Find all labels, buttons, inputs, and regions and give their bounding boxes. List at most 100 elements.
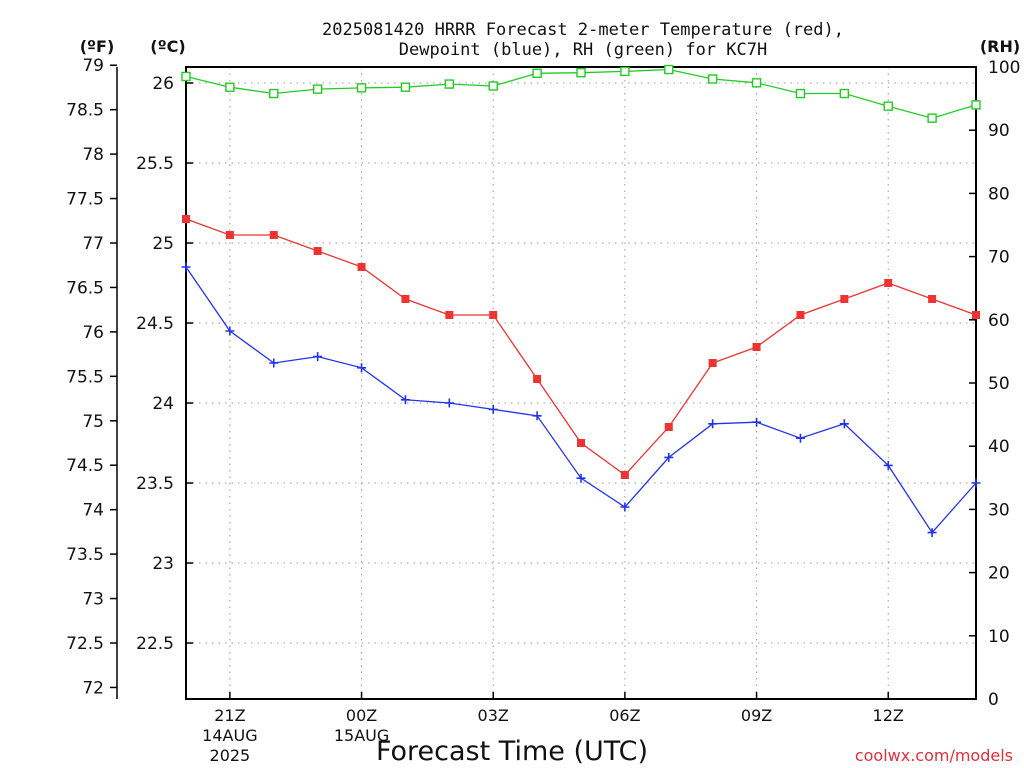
fahrenheit-tick-label: 77.5	[66, 190, 104, 210]
temperature-point	[708, 359, 717, 367]
dewpoint-point	[927, 528, 937, 538]
rh-tick-label: 30	[988, 500, 1010, 520]
fahrenheit-tick-label: 73.5	[66, 545, 104, 565]
fahrenheit-tick-label: 77	[82, 234, 104, 254]
dewpoint-point	[357, 363, 367, 373]
fahrenheit-tick-label: 75.5	[66, 367, 104, 387]
plot-frame	[185, 66, 977, 700]
dewpoint-point	[181, 262, 191, 272]
temperature-point	[577, 439, 585, 447]
rh-tick-label: 100	[988, 58, 1020, 78]
rh-tick-label: 0	[988, 690, 999, 710]
rh-point	[883, 101, 893, 111]
fahrenheit-tick-label: 79	[82, 56, 104, 76]
rh-point	[400, 82, 411, 92]
dewpoint-point	[708, 419, 718, 429]
rh-tick-label: 90	[988, 121, 1010, 141]
fahrenheit-unit-label: (ºF)	[80, 37, 115, 56]
dewpoint-point	[971, 478, 981, 488]
temperature-point	[840, 295, 849, 303]
temperature-point	[313, 247, 322, 255]
rh-tick-label: 20	[988, 564, 1010, 584]
celsius-unit-label: (ºC)	[150, 37, 185, 56]
x-tick-label: 03Z	[478, 706, 509, 725]
temperature-point	[796, 311, 805, 319]
dewpoint-point	[839, 419, 849, 429]
dewpoint-point	[269, 358, 279, 368]
celsius-tick-label: 24	[152, 394, 174, 414]
dewpoint-point	[664, 452, 674, 462]
grid-lines	[186, 67, 976, 699]
rh-point	[488, 81, 498, 91]
x-tick-label: 00Z	[346, 706, 377, 725]
rh-point	[927, 113, 937, 123]
celsius-tick-label: 26	[152, 74, 174, 94]
chart-title-line2: Dewpoint (blue), RH (green) for KC7H	[399, 40, 767, 60]
fahrenheit-tick-label: 78	[82, 145, 104, 165]
rh-tick-label: 10	[988, 627, 1010, 647]
rh-point	[225, 82, 235, 92]
rh-point	[795, 88, 806, 99]
temperature-point	[269, 231, 278, 239]
fahrenheit-tick-label: 78.5	[66, 101, 104, 121]
fahrenheit-tick-label: 74.5	[66, 456, 104, 476]
fahrenheit-tick-label: 75	[82, 412, 104, 432]
rh-point	[839, 88, 850, 99]
temperature-point	[928, 295, 937, 303]
dewpoint-point	[795, 433, 805, 443]
rh-point	[971, 100, 981, 110]
rh-point	[312, 84, 323, 94]
dewpoint-point	[400, 395, 410, 405]
chart-title-line1: 2025081420 HRRR Forecast 2-meter Tempera…	[322, 20, 844, 40]
rh-unit-label: (RH)	[980, 37, 1020, 56]
dewpoint-point	[576, 473, 586, 483]
rh-point	[444, 79, 455, 89]
rh-tick-label: 50	[988, 374, 1010, 394]
source-credit: coolwx.com/models	[855, 746, 1013, 765]
rh-tick-label: 80	[988, 184, 1010, 204]
rh-point	[707, 74, 718, 84]
dewpoint-point	[620, 502, 630, 512]
temperature-point	[972, 311, 980, 319]
celsius-tick-label: 25	[152, 234, 174, 254]
temperature-point	[752, 343, 761, 351]
rh-point	[532, 68, 542, 79]
x-tick-year-label: 2025	[210, 746, 251, 765]
celsius-tick-label: 24.5	[136, 314, 174, 334]
temperature-point	[445, 311, 454, 319]
temperature-point	[401, 295, 410, 303]
fahrenheit-tick-label: 73	[82, 590, 104, 610]
rh-point	[356, 83, 367, 93]
rh-point	[751, 78, 762, 88]
celsius-tick-label: 22.5	[136, 634, 174, 654]
x-tick-date-label: 15AUG	[334, 726, 389, 745]
rh-tick-label: 60	[988, 311, 1010, 331]
temperature-point	[182, 215, 190, 223]
x-tick-label: 06Z	[609, 706, 640, 725]
celsius-tick-label: 25.5	[136, 154, 174, 174]
x-axis-label: Forecast Time (UTC)	[376, 736, 648, 767]
axis-ticks: 22.52323.52424.52525.52621Z14AUG202500Z1…	[66, 56, 1020, 765]
temperature-point	[533, 375, 542, 383]
data-series	[181, 64, 981, 538]
temperature-point	[620, 471, 629, 479]
temperature-point	[357, 263, 366, 271]
dewpoint-point	[532, 411, 542, 421]
fahrenheit-tick-label: 76.5	[66, 278, 104, 298]
dewpoint-point	[752, 417, 762, 427]
rh-point	[664, 64, 674, 75]
dewpoint-point	[883, 460, 893, 470]
dewpoint-line	[185, 266, 977, 534]
rh-point	[269, 88, 279, 99]
rh-point	[620, 66, 630, 77]
rh-tick-label: 70	[988, 248, 1010, 268]
rh-tick-label: 40	[988, 437, 1010, 457]
dewpoint-point	[444, 398, 454, 408]
celsius-tick-label: 23	[152, 554, 174, 574]
celsius-tick-label: 23.5	[136, 474, 174, 494]
fahrenheit-tick-label: 72.5	[66, 634, 104, 654]
temperature-point	[225, 231, 234, 239]
x-tick-label: 21Z	[214, 706, 245, 725]
rh-point	[576, 67, 586, 78]
